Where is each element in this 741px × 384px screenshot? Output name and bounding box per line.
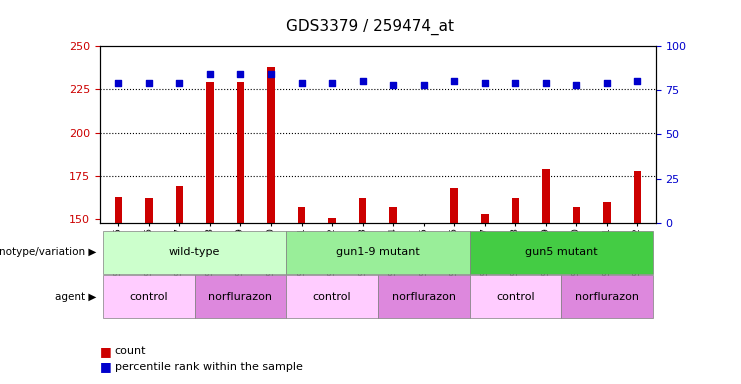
Bar <box>573 207 580 223</box>
Text: agent ▶: agent ▶ <box>55 291 96 302</box>
Point <box>509 80 521 86</box>
Bar <box>115 197 122 223</box>
Bar <box>378 275 470 318</box>
Text: control: control <box>313 291 351 302</box>
Text: control: control <box>130 291 168 302</box>
Bar <box>389 207 397 223</box>
Bar <box>103 275 195 318</box>
Bar <box>511 199 519 223</box>
Point <box>143 80 155 86</box>
Point <box>356 78 368 84</box>
Point <box>631 78 643 84</box>
Text: gun5 mutant: gun5 mutant <box>525 247 597 258</box>
Text: GDS3379 / 259474_at: GDS3379 / 259474_at <box>287 19 454 35</box>
Bar <box>561 275 653 318</box>
Bar <box>634 171 641 223</box>
Text: gun1-9 mutant: gun1-9 mutant <box>336 247 420 258</box>
Point <box>173 80 185 86</box>
Bar <box>206 83 214 223</box>
Bar <box>470 231 653 274</box>
Point <box>326 80 338 86</box>
Bar <box>542 169 550 223</box>
Bar <box>470 275 561 318</box>
Point <box>388 82 399 88</box>
Point <box>571 82 582 88</box>
Text: count: count <box>115 346 147 356</box>
Point <box>479 80 491 86</box>
Point <box>113 80 124 86</box>
Bar <box>481 214 488 223</box>
Text: ■: ■ <box>100 360 112 373</box>
Point <box>601 80 613 86</box>
Point <box>204 71 216 78</box>
Point <box>418 82 430 88</box>
Bar <box>176 186 183 223</box>
Bar <box>268 67 275 223</box>
Point <box>540 80 552 86</box>
Bar <box>328 217 336 223</box>
Bar <box>359 199 367 223</box>
Point <box>235 71 247 78</box>
Bar <box>195 275 286 318</box>
Text: wild-type: wild-type <box>169 247 220 258</box>
Bar <box>603 202 611 223</box>
Text: ■: ■ <box>100 345 112 358</box>
Point <box>448 78 460 84</box>
Bar <box>298 207 305 223</box>
Text: genotype/variation ▶: genotype/variation ▶ <box>0 247 96 258</box>
Text: norflurazon: norflurazon <box>392 291 456 302</box>
Bar <box>286 231 470 274</box>
Bar <box>103 231 286 274</box>
Bar <box>286 275 378 318</box>
Bar <box>145 199 153 223</box>
Text: control: control <box>496 291 535 302</box>
Point <box>265 71 277 78</box>
Text: norflurazon: norflurazon <box>208 291 273 302</box>
Bar <box>451 188 458 223</box>
Text: percentile rank within the sample: percentile rank within the sample <box>115 362 303 372</box>
Point <box>296 80 308 86</box>
Bar <box>236 83 245 223</box>
Text: norflurazon: norflurazon <box>575 291 639 302</box>
